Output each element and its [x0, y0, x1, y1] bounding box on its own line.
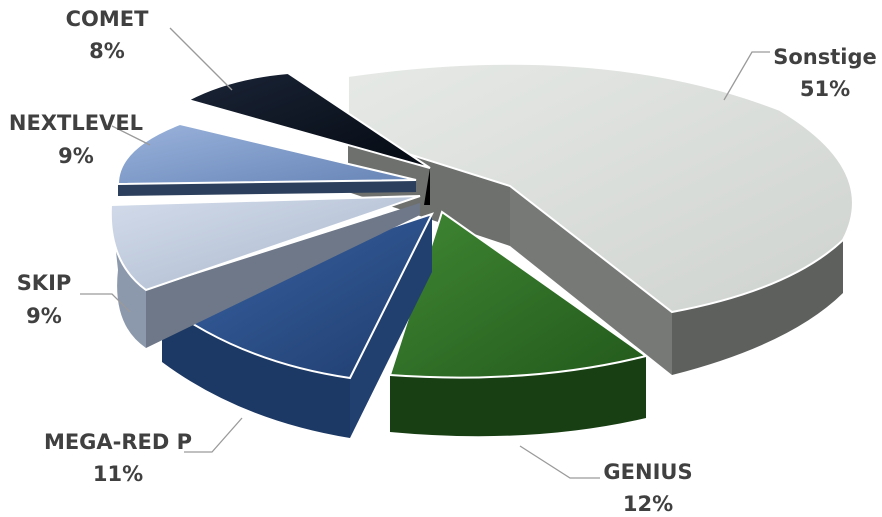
slice-label-name: SKIP — [17, 271, 72, 295]
slice-label-percent: 11% — [93, 462, 143, 486]
leader-line-skip — [80, 293, 131, 313]
slice-label-name: Sonstige — [773, 45, 877, 69]
leader-line-comet — [169, 27, 233, 91]
slice-label-percent: 8% — [89, 39, 125, 63]
leader-line-mega-red-p — [184, 417, 243, 453]
slice-comet — [185, 71, 431, 205]
slice-label-name: COMET — [66, 7, 150, 31]
slice-label-percent: 12% — [623, 492, 673, 516]
slice-label-name: MEGA-RED P — [44, 430, 192, 454]
leader-line-nextlevel — [111, 125, 151, 146]
slice-label-percent: 9% — [58, 144, 94, 168]
leader-line-genius — [519, 445, 600, 479]
slice-skip — [109, 195, 421, 348]
slice-label-name: GENIUS — [603, 460, 692, 484]
slice-label-percent: 9% — [26, 304, 62, 328]
slice-genius — [388, 210, 649, 437]
leader-line-sonstige — [723, 51, 770, 101]
slice-label-name: NEXTLEVEL — [9, 111, 143, 135]
slice-label-percent: 51% — [800, 77, 850, 101]
slice-nextlevel — [116, 122, 417, 196]
